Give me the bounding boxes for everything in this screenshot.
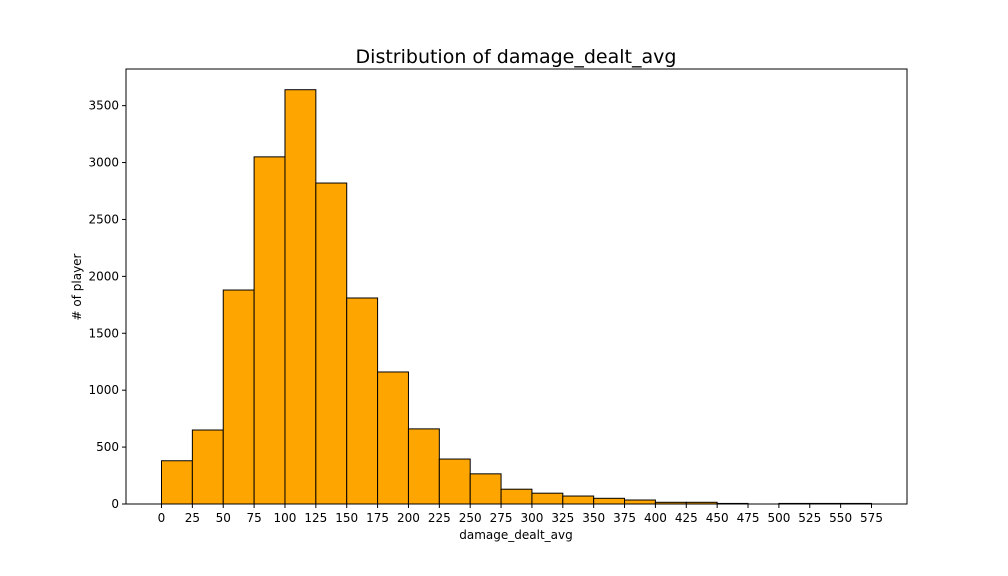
histogram-bar [531,492,564,505]
histogram-bar [284,89,317,505]
histogram-bar [377,371,409,505]
x-tick-label: 100 [274,511,297,525]
x-tick-label: 175 [366,511,389,525]
histogram-bar [469,473,502,505]
y-tick-label: 1000 [88,383,119,397]
x-tick-label: 575 [860,511,883,525]
x-tick-label: 350 [582,511,605,525]
x-tick-label: 275 [490,511,513,525]
y-axis-ticks: 0 500 1000 1500 2000 2500 3000 3500 [88,99,126,511]
chart-title: Distribution of damage_dealt_avg [356,46,677,68]
x-tick-label: 500 [767,511,790,525]
plot-area-frame [125,68,908,505]
x-tick-label: 400 [644,511,667,525]
histogram-bar [500,488,533,505]
histogram-bar [438,458,471,505]
y-tick-label: 500 [96,440,119,454]
y-tick-label: 1500 [88,326,119,340]
x-tick-label: 0 [158,511,166,525]
x-axis-ticks: 0 25 50 75 100 125 150 175 200 225 250 275 300 325 350… [158,504,883,525]
x-tick-label: 225 [428,511,451,525]
histogram-bar [562,495,595,505]
histogram-bar [191,429,224,505]
x-tick-label: 300 [520,511,543,525]
y-axis-label: # of player [70,253,84,320]
histogram-bar [593,497,626,505]
x-tick-label: 250 [459,511,482,525]
x-tick-label: 450 [706,511,729,525]
x-tick-label: 50 [216,511,231,525]
x-tick-label: 375 [613,511,636,525]
histogram-bar [161,460,193,505]
y-tick-label: 0 [111,497,119,511]
histogram-bar [407,428,440,505]
y-tick-label: 2500 [88,212,119,226]
y-tick-label: 3000 [88,156,119,170]
histogram-bar [253,156,286,505]
x-axis-label: damage_dealt_avg [459,528,572,542]
histogram-bar [624,499,656,505]
histogram-bar [222,289,255,505]
x-tick-label: 425 [675,511,698,525]
histogram-bar [315,182,348,505]
x-tick-label: 25 [185,511,200,525]
histogram-bar [346,297,379,505]
y-tick-label: 2000 [88,269,119,283]
x-tick-label: 550 [829,511,852,525]
x-tick-label: 125 [304,511,327,525]
bars-group [161,89,872,505]
x-tick-label: 200 [397,511,420,525]
x-tick-label: 150 [335,511,358,525]
x-tick-label: 325 [551,511,574,525]
x-tick-label: 475 [737,511,760,525]
x-tick-label: 75 [246,511,261,525]
x-tick-label: 525 [798,511,821,525]
y-tick-label: 3500 [88,99,119,113]
